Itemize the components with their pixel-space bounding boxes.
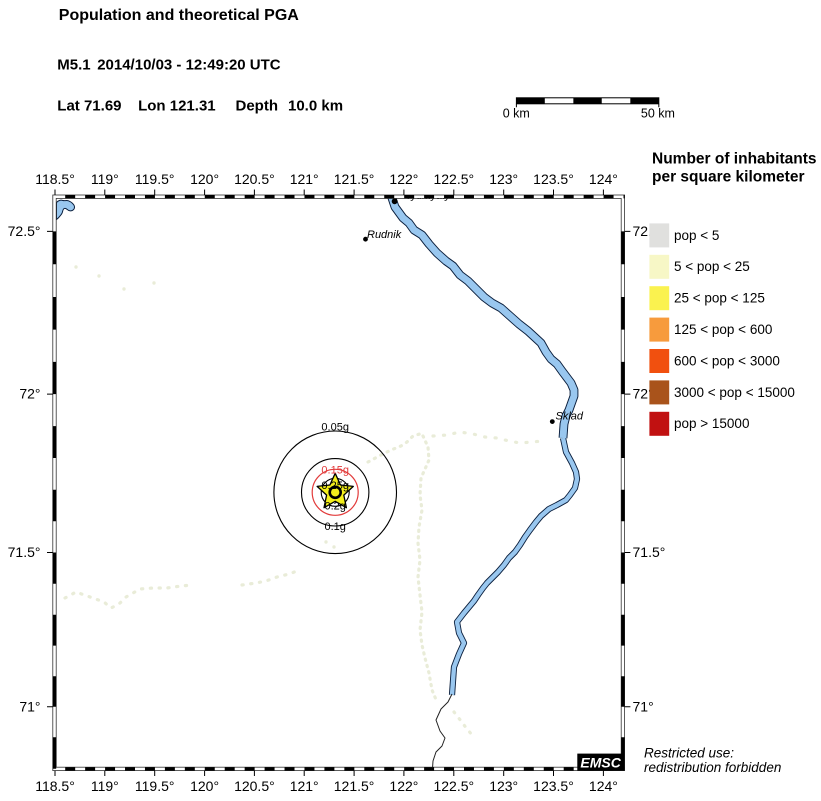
svg-text:0.15g: 0.15g bbox=[321, 465, 349, 477]
svg-text:71.5°: 71.5° bbox=[8, 544, 41, 560]
svg-text:Sklad: Sklad bbox=[556, 411, 584, 423]
svg-text:120°: 120° bbox=[190, 778, 219, 794]
svg-text:pop > 15000: pop > 15000 bbox=[674, 416, 749, 431]
svg-text:71°: 71° bbox=[19, 698, 40, 714]
svg-text:pop < 5: pop < 5 bbox=[674, 228, 719, 243]
svg-text:121°: 121° bbox=[290, 778, 319, 794]
svg-text:0.05g: 0.05g bbox=[321, 422, 349, 434]
svg-text:121.5°: 121.5° bbox=[334, 778, 375, 794]
svg-text:124°: 124° bbox=[589, 171, 618, 187]
svg-text:0.1g: 0.1g bbox=[324, 521, 345, 533]
svg-text:119°: 119° bbox=[91, 171, 119, 187]
svg-text:120.5°: 120.5° bbox=[234, 778, 275, 794]
svg-text:119.5°: 119.5° bbox=[135, 778, 175, 794]
svg-text:123.5°: 123.5° bbox=[533, 778, 574, 794]
svg-text:600 < pop < 3000: 600 < pop < 3000 bbox=[674, 353, 780, 368]
svg-text:50 km: 50 km bbox=[641, 107, 675, 121]
svg-text:123°: 123° bbox=[489, 778, 518, 794]
svg-text:redistribution forbidden: redistribution forbidden bbox=[644, 760, 781, 775]
svg-text:Population and theoretical PGA: Population and theoretical PGA bbox=[59, 7, 299, 24]
svg-text:118.5°: 118.5° bbox=[35, 171, 75, 187]
svg-text:Restricted use:: Restricted use: bbox=[644, 746, 734, 761]
svg-text:25 < pop < 125: 25 < pop < 125 bbox=[674, 291, 765, 306]
svg-text:122°: 122° bbox=[389, 171, 418, 187]
svg-text:0.25g: 0.25g bbox=[321, 480, 349, 492]
svg-text:72°: 72° bbox=[19, 386, 40, 402]
svg-text:121°: 121° bbox=[290, 171, 319, 187]
svg-text:120°: 120° bbox=[190, 171, 219, 187]
svg-text:72°: 72° bbox=[633, 386, 654, 402]
svg-text:124°: 124° bbox=[589, 778, 618, 794]
svg-text:122°: 122° bbox=[389, 778, 418, 794]
svg-text:118.5°: 118.5° bbox=[35, 778, 75, 794]
svg-text:71°: 71° bbox=[633, 698, 654, 714]
svg-text:123.5°: 123.5° bbox=[533, 171, 574, 187]
svg-text:per square kilometer: per square kilometer bbox=[652, 169, 804, 186]
svg-text:0.2g: 0.2g bbox=[324, 500, 345, 512]
svg-text:123°: 123° bbox=[489, 171, 518, 187]
svg-text:Number of inhabitants: Number of inhabitants bbox=[652, 151, 816, 168]
svg-text:121.5°: 121.5° bbox=[334, 171, 375, 187]
svg-text:125 < pop < 600: 125 < pop < 600 bbox=[674, 322, 772, 337]
svg-text:5 < pop < 25: 5 < pop < 25 bbox=[674, 259, 750, 274]
svg-text:EMSC: EMSC bbox=[580, 754, 621, 770]
svg-text:Rudnik: Rudnik bbox=[367, 229, 402, 241]
svg-text:120.5°: 120.5° bbox=[234, 171, 275, 187]
svg-text:72.5°: 72.5° bbox=[8, 223, 41, 239]
svg-text:122.5°: 122.5° bbox=[433, 171, 474, 187]
svg-text:119.5°: 119.5° bbox=[135, 171, 175, 187]
svg-text:122.5°: 122.5° bbox=[433, 778, 474, 794]
svg-text:3000 < pop < 15000: 3000 < pop < 15000 bbox=[674, 385, 795, 400]
svg-text:Tyumyaty: Tyumyaty bbox=[406, 190, 451, 202]
svg-text:0 km: 0 km bbox=[503, 107, 530, 121]
svg-text:71.5°: 71.5° bbox=[633, 544, 666, 560]
svg-text:119°: 119° bbox=[91, 778, 119, 794]
